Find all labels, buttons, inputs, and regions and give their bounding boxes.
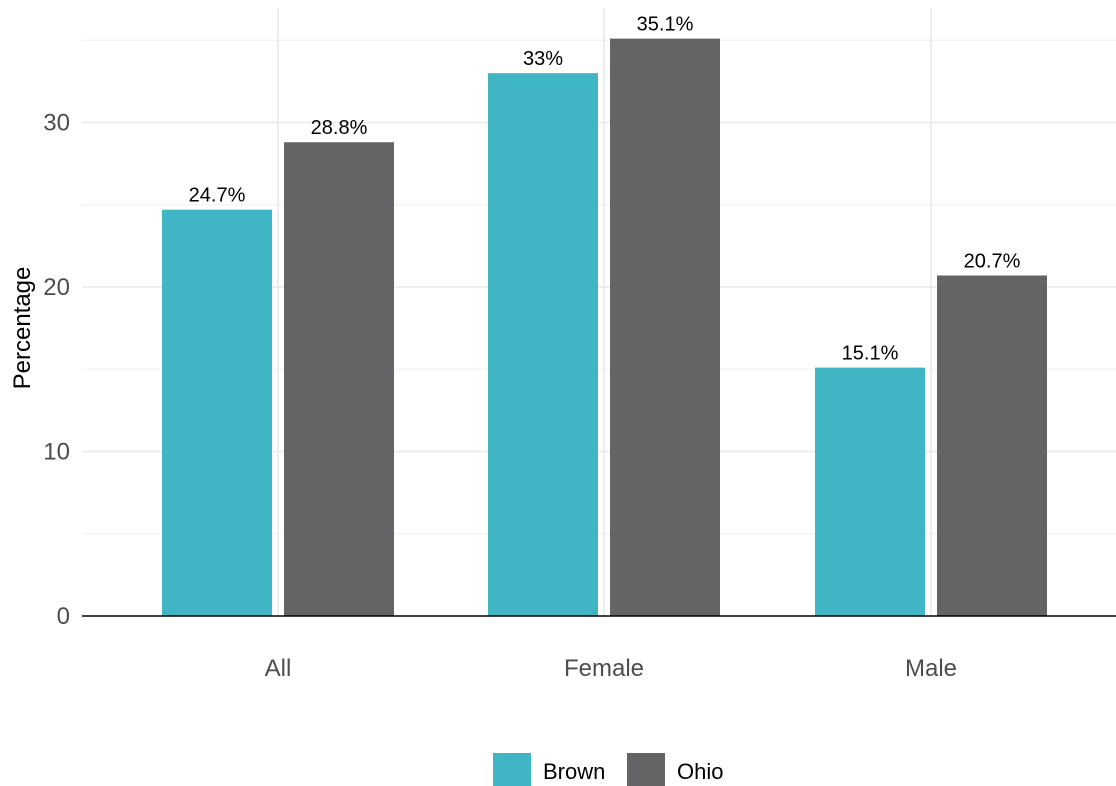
data-label-brown-female: 33% [523, 48, 563, 70]
legend-label-ohio: Ohio [677, 759, 723, 784]
bar-brown-male [815, 367, 925, 616]
legend-label-brown: Brown [543, 759, 605, 784]
bars [162, 38, 1047, 617]
x-axis-ticks: All Female Male [265, 655, 957, 682]
bar-ohio-male [937, 275, 1047, 616]
y-axis-ticks: 0 10 20 30 [43, 110, 70, 631]
y-axis-title: Percentage [9, 267, 36, 390]
bar-brown-female [488, 73, 598, 616]
data-label-ohio-female: 35.1% [637, 14, 694, 36]
x-tick-label: Female [564, 655, 644, 682]
data-label-ohio-male: 20.7% [964, 250, 1021, 272]
y-tick-label: 30 [43, 110, 70, 137]
bar-brown-all [162, 209, 272, 616]
y-tick-label: 20 [43, 274, 70, 301]
data-label-brown-all: 24.7% [189, 185, 246, 207]
bar-ohio-all [284, 142, 394, 617]
legend-swatch-ohio [627, 753, 665, 786]
x-tick-label: All [265, 655, 292, 682]
data-label-ohio-all: 28.8% [311, 117, 368, 139]
x-tick-label: Male [905, 655, 957, 682]
data-labels: 24.7% 28.8% 33% 35.1% 15.1% 20.7% [189, 14, 1021, 365]
legend: Brown Ohio [493, 753, 723, 786]
y-tick-label: 10 [43, 439, 70, 466]
y-tick-label: 0 [57, 603, 70, 630]
legend-swatch-brown [493, 753, 531, 786]
data-label-brown-male: 15.1% [842, 343, 899, 365]
bar-ohio-female [610, 38, 720, 617]
